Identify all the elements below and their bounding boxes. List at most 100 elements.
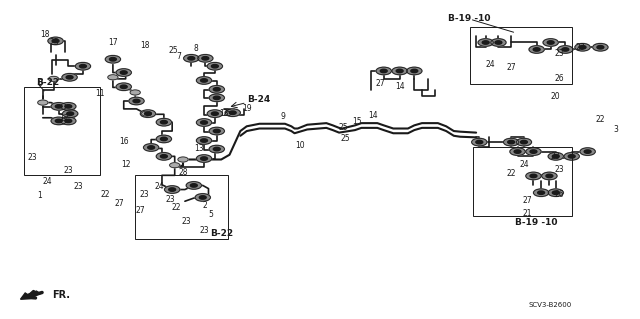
Text: 9: 9 <box>280 112 285 121</box>
Circle shape <box>406 67 422 75</box>
Circle shape <box>213 129 220 133</box>
Text: 8: 8 <box>193 44 198 53</box>
Circle shape <box>161 121 167 124</box>
Circle shape <box>207 63 223 70</box>
Text: 27: 27 <box>506 63 516 72</box>
Circle shape <box>178 157 188 162</box>
Circle shape <box>541 172 557 180</box>
Circle shape <box>472 138 487 146</box>
Circle shape <box>140 110 156 117</box>
Circle shape <box>392 67 407 75</box>
Bar <box>473 147 572 216</box>
Circle shape <box>198 55 213 62</box>
Text: 23: 23 <box>63 166 73 175</box>
Circle shape <box>207 110 223 117</box>
Text: 12: 12 <box>59 114 68 123</box>
Circle shape <box>557 46 573 53</box>
Circle shape <box>148 146 155 149</box>
Circle shape <box>52 39 59 43</box>
Circle shape <box>579 46 586 49</box>
Text: 18: 18 <box>40 30 49 39</box>
Circle shape <box>164 186 180 193</box>
Circle shape <box>190 184 197 187</box>
Circle shape <box>547 41 554 44</box>
Text: 21: 21 <box>522 209 532 218</box>
Text: 12: 12 <box>121 160 131 169</box>
FancyArrow shape <box>20 291 40 299</box>
Circle shape <box>156 135 172 143</box>
Circle shape <box>209 127 225 135</box>
Text: 18: 18 <box>140 41 150 50</box>
Text: 25: 25 <box>223 109 232 118</box>
Circle shape <box>200 157 207 160</box>
Text: 27: 27 <box>376 79 385 88</box>
Circle shape <box>38 100 48 105</box>
Text: 23: 23 <box>554 165 564 174</box>
Circle shape <box>133 99 140 103</box>
Circle shape <box>520 140 527 144</box>
Text: SCV3-B2600: SCV3-B2600 <box>529 302 572 308</box>
Text: 23: 23 <box>27 153 36 162</box>
Text: 14: 14 <box>368 111 378 120</box>
Circle shape <box>186 182 202 189</box>
Circle shape <box>530 150 537 153</box>
Circle shape <box>211 64 218 68</box>
Circle shape <box>120 85 127 88</box>
Bar <box>135 175 228 239</box>
Text: B-19 -10: B-19 -10 <box>515 218 558 227</box>
Text: 25: 25 <box>49 38 59 47</box>
Text: 3: 3 <box>614 125 619 134</box>
Circle shape <box>55 119 62 122</box>
Circle shape <box>543 39 558 46</box>
Circle shape <box>61 117 76 125</box>
Circle shape <box>552 191 559 194</box>
Text: 24: 24 <box>519 160 529 169</box>
Text: 5: 5 <box>208 210 213 219</box>
Circle shape <box>66 76 73 79</box>
Circle shape <box>411 69 418 73</box>
Circle shape <box>376 67 392 75</box>
Circle shape <box>130 90 140 95</box>
Text: 24: 24 <box>155 182 164 191</box>
Circle shape <box>51 117 67 125</box>
Circle shape <box>105 56 120 63</box>
Circle shape <box>562 48 569 51</box>
Text: 23: 23 <box>554 49 564 58</box>
Circle shape <box>67 112 74 115</box>
Circle shape <box>495 41 502 44</box>
Text: B-19 -10: B-19 -10 <box>449 14 491 23</box>
Circle shape <box>196 119 212 126</box>
Circle shape <box>109 57 116 61</box>
Circle shape <box>478 39 493 46</box>
Circle shape <box>213 147 220 151</box>
Circle shape <box>380 69 387 73</box>
Circle shape <box>184 55 199 62</box>
Circle shape <box>597 46 604 49</box>
Text: 13: 13 <box>220 109 229 118</box>
Text: 23: 23 <box>140 190 150 199</box>
Circle shape <box>200 79 207 82</box>
Circle shape <box>593 43 608 51</box>
Circle shape <box>65 119 72 122</box>
Text: B-22: B-22 <box>210 229 233 238</box>
Circle shape <box>209 85 225 93</box>
Circle shape <box>65 105 72 108</box>
Circle shape <box>200 121 207 124</box>
Circle shape <box>491 39 506 46</box>
Circle shape <box>548 152 563 160</box>
Circle shape <box>209 145 225 153</box>
Circle shape <box>62 73 77 81</box>
Circle shape <box>116 69 131 76</box>
Circle shape <box>141 111 152 116</box>
Circle shape <box>546 174 553 178</box>
Circle shape <box>79 64 86 68</box>
Circle shape <box>211 112 218 115</box>
Circle shape <box>61 103 76 110</box>
Text: 26: 26 <box>554 190 564 199</box>
Text: 27: 27 <box>115 199 124 208</box>
Text: 13: 13 <box>194 144 204 153</box>
Circle shape <box>575 43 590 51</box>
Circle shape <box>482 41 489 44</box>
Circle shape <box>170 163 180 168</box>
Circle shape <box>196 77 212 84</box>
